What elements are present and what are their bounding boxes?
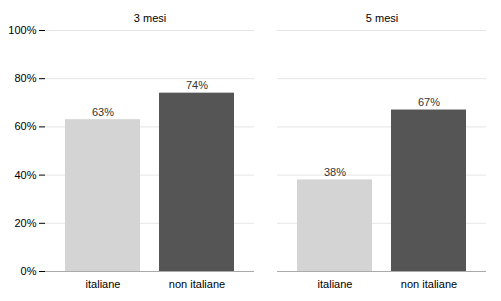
svg-text:20%: 20% — [14, 217, 36, 229]
svg-text:non italiane: non italiane — [401, 278, 457, 290]
svg-text:80%: 80% — [14, 72, 36, 84]
svg-text:italiane: italiane — [86, 278, 121, 290]
svg-text:40%: 40% — [14, 169, 36, 181]
svg-text:67%: 67% — [418, 96, 440, 108]
svg-text:63%: 63% — [92, 106, 114, 118]
svg-text:italiane: italiane — [318, 278, 353, 290]
svg-text:0%: 0% — [21, 265, 37, 277]
svg-text:60%: 60% — [14, 120, 36, 132]
svg-text:38%: 38% — [324, 166, 346, 178]
svg-text:3 mesi: 3 mesi — [134, 12, 166, 24]
svg-text:non italiane: non italiane — [169, 278, 225, 290]
svg-text:100%: 100% — [8, 24, 36, 36]
svg-text:5 mesi: 5 mesi — [366, 12, 398, 24]
svg-text:74%: 74% — [186, 79, 208, 91]
